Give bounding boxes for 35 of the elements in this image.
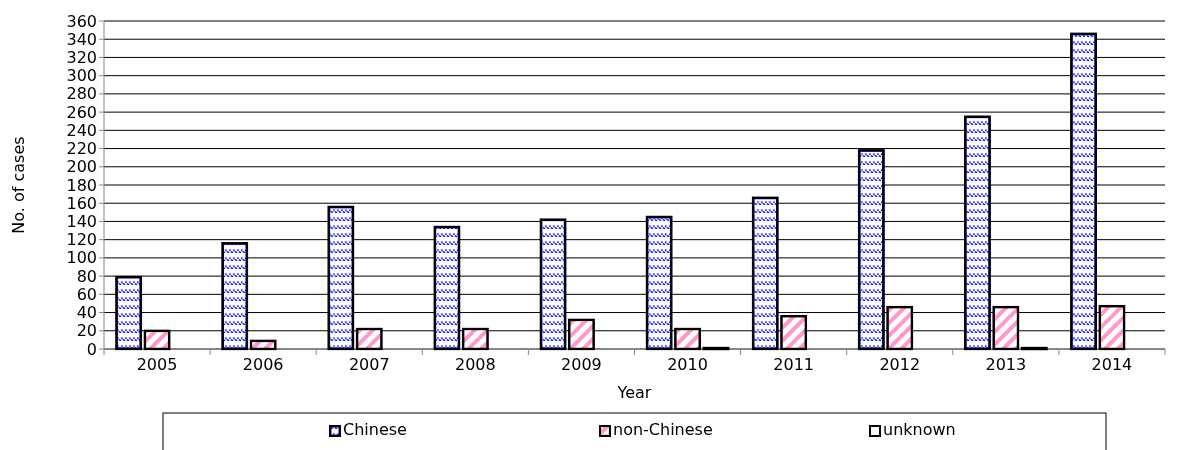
x-tick-label: 2012: [879, 355, 921, 374]
x-tick-label: 2006: [242, 355, 284, 374]
y-tick-label: 300: [66, 66, 97, 86]
y-tick-label: 220: [66, 139, 97, 159]
y-tick-label: 320: [66, 48, 97, 68]
y-tick-label: 80: [76, 266, 97, 286]
y-tick-label: 20: [76, 321, 97, 341]
y-tick-label: 240: [66, 120, 97, 140]
x-tick-label: 2005: [136, 355, 178, 374]
x-tick-label: 2009: [561, 355, 602, 374]
y-tick-label: 260: [66, 102, 97, 122]
y-tick-label: 160: [66, 193, 97, 213]
x-tick-label: 2011: [773, 355, 815, 374]
x-tick-label: 2008: [454, 355, 496, 374]
y-tick-label: 360: [66, 11, 97, 31]
bar: [249, 339, 277, 351]
y-tick-label: 0: [86, 339, 97, 359]
y-tick-label: 280: [66, 84, 97, 104]
y-tick-label: 60: [76, 284, 97, 304]
y-tick-label: 120: [66, 230, 97, 250]
x-tick-label: 2010: [667, 355, 708, 374]
y-tick-label: 200: [66, 157, 97, 177]
y-tick-label: 100: [66, 248, 97, 268]
y-tick-label: 180: [66, 175, 97, 195]
legend-label: unknown: [883, 420, 956, 439]
x-axis-title: Year: [616, 383, 652, 402]
legend-label: non-Chinese: [613, 420, 713, 439]
x-tick-label: 2007: [348, 355, 390, 374]
x-tick-label: 2013: [985, 355, 1027, 374]
y-tick-label: 140: [66, 212, 97, 232]
y-tick-label: 40: [76, 303, 97, 323]
x-tick-label: 2014: [1091, 355, 1133, 374]
y-axis-title: No. of cases: [9, 136, 28, 234]
legend-label: Chinese: [343, 420, 407, 439]
y-tick-label: 340: [66, 29, 97, 49]
